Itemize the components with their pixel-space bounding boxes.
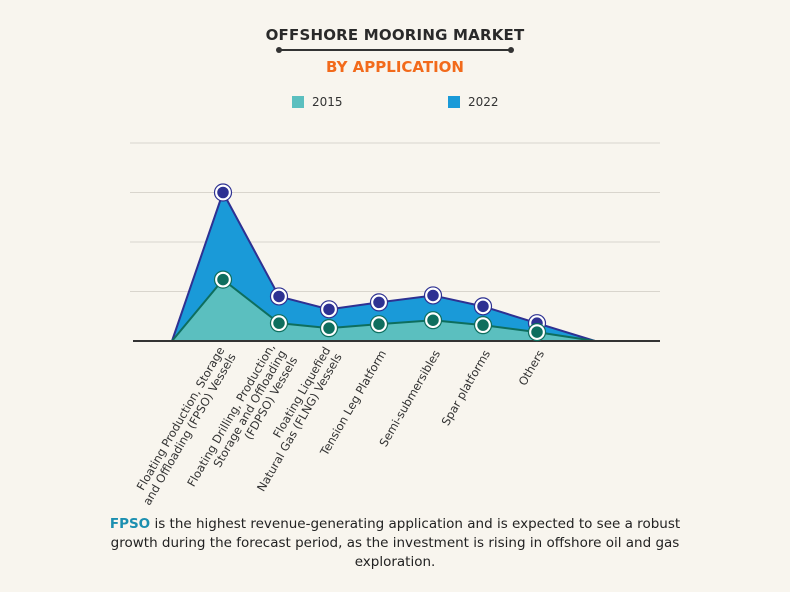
x-tick-label: Spar platforms bbox=[438, 347, 493, 428]
point-ring-2015 bbox=[473, 316, 493, 335]
point-2015 bbox=[474, 316, 492, 334]
point-ring-2022 bbox=[319, 300, 339, 319]
point-2015 bbox=[270, 314, 288, 332]
point-2015 bbox=[370, 315, 388, 333]
point-ring-2022 bbox=[369, 293, 389, 312]
point-ring-2022 bbox=[423, 286, 443, 305]
x-tick-label-line: Floating Production, Storage bbox=[134, 344, 228, 492]
x-tick-label-line: Semi-submersibles bbox=[376, 348, 443, 450]
legend-swatch-2022 bbox=[448, 96, 460, 108]
point-ring-2022 bbox=[473, 297, 493, 316]
point-ring-2015 bbox=[369, 315, 389, 334]
point-ring-2022 bbox=[213, 183, 233, 202]
legend-swatch-2015 bbox=[292, 96, 304, 108]
legend-label-2022: 2022 bbox=[468, 95, 499, 109]
title-divider bbox=[276, 47, 514, 53]
point-ring-2015 bbox=[423, 311, 443, 330]
point-2022 bbox=[474, 298, 492, 315]
point-ring-2015 bbox=[319, 319, 339, 338]
point-2022 bbox=[214, 184, 232, 201]
point-ring-2015 bbox=[527, 322, 547, 342]
point-ring-2015 bbox=[213, 270, 233, 289]
footnote: FPSO is the highest revenue-generating a… bbox=[95, 515, 695, 572]
point-2022 bbox=[370, 294, 388, 311]
legend-item-2022: 2022 bbox=[448, 95, 499, 109]
point-2015 bbox=[214, 271, 232, 288]
footnote-text: is the highest revenue-generating applic… bbox=[110, 516, 681, 570]
footnote-highlight: FPSO bbox=[109, 516, 151, 532]
legend-item-2015: 2015 bbox=[292, 95, 343, 109]
point-ring-2015 bbox=[269, 314, 289, 333]
x-tick-label: Semi-submersibles bbox=[376, 348, 443, 450]
chart-title: OFFSHORE MOORING MARKET bbox=[265, 26, 525, 44]
point-2015 bbox=[424, 311, 442, 329]
point-2015 bbox=[528, 323, 546, 341]
point-2022 bbox=[320, 301, 338, 318]
point-2022 bbox=[424, 287, 442, 304]
point-2022 bbox=[270, 288, 288, 305]
point-ring-2022 bbox=[269, 287, 289, 306]
point-2015 bbox=[320, 319, 338, 337]
x-tick-label: Others bbox=[516, 348, 547, 388]
x-tick-label-line: Spar platforms bbox=[438, 347, 493, 428]
legend-label-2015: 2015 bbox=[312, 95, 343, 109]
chart-subtitle: BY APPLICATION bbox=[325, 58, 464, 76]
x-tick-label-line: Others bbox=[516, 348, 547, 388]
